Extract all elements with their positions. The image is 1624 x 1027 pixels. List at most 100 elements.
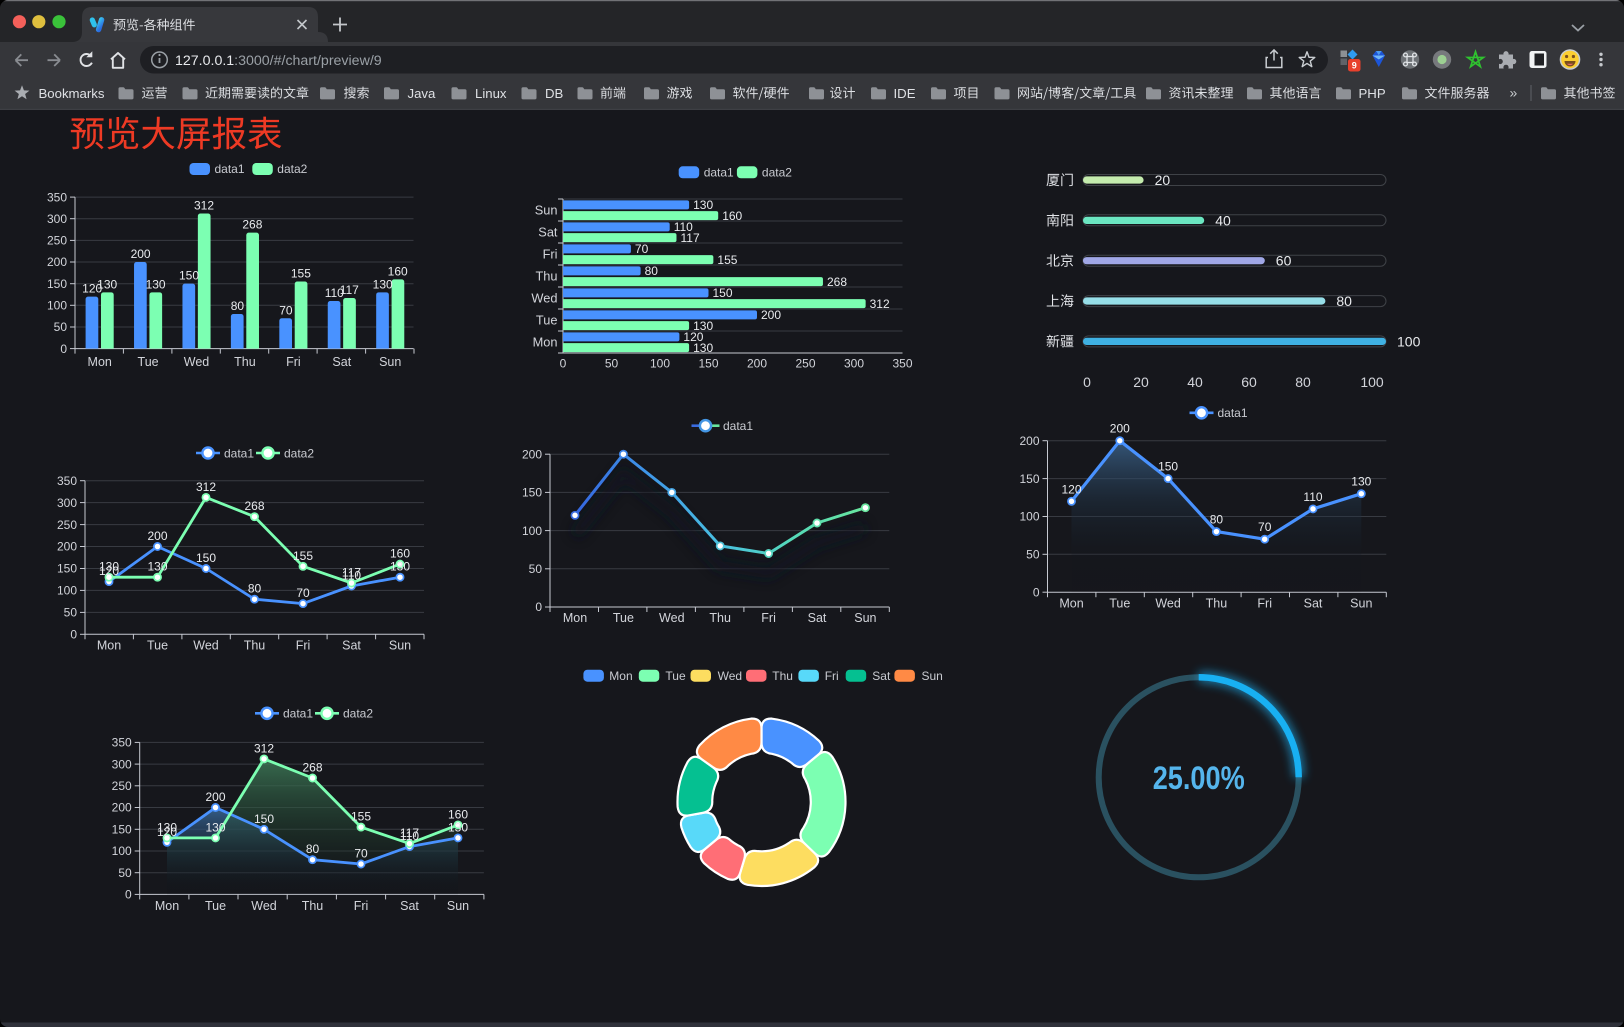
svg-text:200: 200 — [147, 529, 167, 543]
svg-text:268: 268 — [827, 275, 847, 289]
svg-text:Thu: Thu — [1206, 597, 1228, 611]
svg-text:Sat: Sat — [332, 355, 351, 369]
svg-text:300: 300 — [57, 496, 77, 510]
svg-text:data2: data2 — [284, 446, 314, 460]
svg-text:40: 40 — [1187, 374, 1203, 390]
svg-text:data2: data2 — [343, 707, 373, 721]
svg-text:155: 155 — [293, 549, 313, 563]
svg-text:Tue: Tue — [205, 899, 226, 913]
svg-text:Fri: Fri — [543, 247, 558, 262]
svg-text:Sun: Sun — [447, 899, 469, 913]
svg-text:50: 50 — [605, 357, 619, 371]
svg-text:150: 150 — [522, 486, 542, 500]
svg-text:70: 70 — [296, 586, 310, 600]
svg-text:Wed: Wed — [1155, 597, 1181, 611]
svg-text:312: 312 — [194, 199, 214, 213]
svg-text:Wed: Wed — [251, 899, 277, 913]
svg-text:350: 350 — [112, 736, 132, 750]
svg-text:Sun: Sun — [389, 639, 411, 653]
svg-text:Mon: Mon — [533, 335, 558, 350]
svg-text:80: 80 — [1336, 293, 1352, 309]
svg-text:130: 130 — [147, 560, 167, 574]
svg-text:Tue: Tue — [1109, 597, 1130, 611]
svg-text:155: 155 — [291, 267, 311, 281]
svg-text:Thu: Thu — [302, 899, 324, 913]
svg-text:Wed: Wed — [531, 291, 557, 306]
svg-text:130: 130 — [390, 560, 410, 574]
svg-text:200: 200 — [1110, 422, 1130, 436]
svg-text:Tue: Tue — [138, 355, 159, 369]
svg-text:130: 130 — [146, 277, 166, 291]
svg-text:150: 150 — [196, 551, 216, 565]
svg-text:130: 130 — [693, 319, 713, 333]
svg-text:70: 70 — [1258, 520, 1272, 534]
svg-text:130: 130 — [693, 198, 713, 212]
svg-text:100: 100 — [1019, 510, 1039, 524]
svg-text:Bookmarks: Bookmarks — [39, 86, 105, 101]
svg-text:Mon: Mon — [1059, 597, 1083, 611]
svg-text:data1: data1 — [224, 446, 254, 460]
svg-text:150: 150 — [47, 277, 67, 291]
svg-text:250: 250 — [47, 234, 67, 248]
svg-text:Tue: Tue — [147, 639, 168, 653]
svg-text:Sun: Sun — [1350, 597, 1372, 611]
svg-text:Fri: Fri — [296, 639, 311, 653]
svg-text:0: 0 — [70, 628, 77, 642]
svg-text:20: 20 — [1155, 172, 1171, 188]
svg-text:data2: data2 — [277, 162, 307, 176]
svg-text:130: 130 — [97, 277, 117, 291]
svg-text:100: 100 — [47, 299, 67, 313]
svg-text:120: 120 — [1061, 482, 1081, 496]
svg-text:350: 350 — [892, 357, 912, 371]
svg-text:Sat: Sat — [400, 899, 419, 913]
svg-text:Fri: Fri — [354, 899, 369, 913]
svg-text:Mon: Mon — [88, 355, 112, 369]
svg-text:20: 20 — [1133, 374, 1149, 390]
svg-text:110: 110 — [400, 829, 419, 843]
svg-text:200: 200 — [205, 790, 225, 804]
svg-text:Sat: Sat — [808, 611, 827, 625]
svg-text:Thu: Thu — [772, 669, 793, 683]
svg-text:PHP: PHP — [1359, 86, 1386, 101]
svg-text:Wed: Wed — [659, 611, 685, 625]
svg-text:200: 200 — [47, 255, 67, 269]
svg-text:0: 0 — [125, 888, 132, 902]
svg-text:80: 80 — [645, 264, 659, 278]
svg-text:70: 70 — [354, 847, 368, 861]
svg-text:Thu: Thu — [535, 269, 557, 284]
svg-text:Wed: Wed — [193, 639, 219, 653]
svg-text:160: 160 — [390, 547, 410, 561]
svg-text:200: 200 — [522, 447, 542, 461]
svg-text:0: 0 — [1083, 374, 1091, 390]
svg-text:data1: data1 — [723, 419, 753, 433]
svg-text:130: 130 — [693, 341, 713, 355]
svg-text:130: 130 — [448, 820, 468, 834]
svg-text:312: 312 — [870, 297, 890, 311]
svg-text:268: 268 — [302, 761, 322, 775]
svg-text:150: 150 — [254, 812, 274, 826]
svg-text:120: 120 — [157, 825, 177, 839]
svg-text:200: 200 — [131, 247, 151, 261]
svg-text:250: 250 — [112, 779, 132, 793]
svg-text:117: 117 — [342, 566, 361, 580]
svg-text:100: 100 — [1360, 374, 1384, 390]
svg-text:150: 150 — [713, 286, 733, 300]
svg-text:Thu: Thu — [244, 639, 266, 653]
svg-text:110: 110 — [1303, 490, 1322, 504]
svg-text:155: 155 — [351, 810, 371, 824]
svg-text:Tue: Tue — [665, 669, 686, 683]
svg-text:160: 160 — [722, 209, 742, 223]
svg-text:0: 0 — [560, 357, 567, 371]
svg-text:50: 50 — [54, 320, 68, 334]
svg-text:250: 250 — [795, 357, 815, 371]
svg-text:Fri: Fri — [1257, 597, 1272, 611]
svg-text:150: 150 — [112, 823, 132, 837]
svg-text:268: 268 — [244, 499, 264, 513]
svg-text:350: 350 — [57, 474, 77, 488]
svg-text:100: 100 — [112, 844, 132, 858]
svg-text:150: 150 — [698, 357, 718, 371]
svg-text:100: 100 — [650, 357, 670, 371]
svg-text:0: 0 — [60, 342, 67, 356]
svg-text:117: 117 — [340, 283, 359, 297]
svg-text:50: 50 — [64, 606, 78, 620]
